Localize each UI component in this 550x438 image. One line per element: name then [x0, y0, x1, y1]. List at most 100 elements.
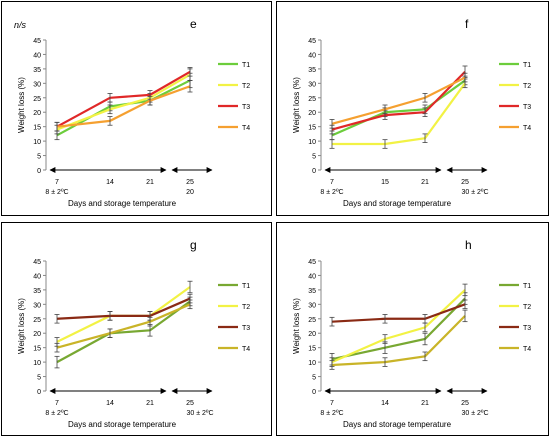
series-line [331, 303, 466, 323]
legend-label-t1: T1 [242, 62, 250, 69]
legend-label-t2: T2 [242, 83, 250, 90]
y-tick-label: 40 [33, 52, 41, 59]
series-line [56, 297, 191, 320]
series-line [56, 300, 191, 364]
y-tick-label: 25 [308, 96, 316, 103]
x-tick-label: 25 [186, 179, 194, 186]
y-tick-label: 15 [33, 346, 41, 353]
y-tick-label: 25 [308, 317, 316, 324]
y-tick-label: 20 [308, 110, 316, 117]
legend-label-t3: T3 [523, 325, 531, 332]
corner-note: n/s [14, 20, 27, 30]
series-t4 [54, 80, 193, 132]
y-tick-label: 45 [308, 259, 316, 266]
x-tick-label: 14 [381, 400, 389, 407]
y-tick-label: 45 [33, 259, 41, 266]
y-tick-label: 30 [308, 302, 316, 309]
x-tick-label: 15 [381, 179, 389, 186]
y-axis-label: Weight loss (%) [292, 298, 301, 354]
y-tick-label: 40 [33, 273, 41, 280]
series-line [331, 71, 466, 131]
y-tick-label: 35 [308, 288, 316, 295]
x-tick-label: 21 [146, 179, 154, 186]
legend-label-t2: T2 [523, 83, 531, 90]
series-t2 [329, 78, 468, 149]
legend-label-t4: T4 [242, 346, 250, 353]
legend-label-t4: T4 [523, 125, 531, 132]
series-t4 [329, 309, 468, 370]
chart-g: g 0 5 10 15 20 25 30 35 40 45 Weight loss (%) 7 14 21 2… [17, 238, 250, 429]
x-tick-label: 25 [186, 400, 194, 407]
x-tick-label: 7 [330, 400, 334, 407]
legend-label-t1: T1 [523, 62, 531, 69]
y-tick-label: 5 [312, 375, 316, 382]
series-line [331, 315, 466, 367]
temperature-label-warm: 20 [186, 189, 194, 196]
chart-f: f 0 5 10 15 20 25 30 35 40 45 Weight loss (%) 7 15 21 2… [292, 17, 531, 208]
y-tick-label: 10 [308, 139, 316, 146]
series-line [332, 82, 466, 146]
series-t3 [329, 299, 468, 327]
panel-label: f [465, 17, 469, 31]
y-tick-label: 20 [33, 110, 41, 117]
series-line [56, 73, 191, 131]
y-tick-label: 0 [37, 168, 41, 175]
panel-label: e [190, 17, 197, 31]
temperature-label-cold: 8 ± 2ºC [45, 189, 68, 196]
x-axis-label: Days and storage temperature [343, 199, 452, 208]
series-line [331, 297, 466, 361]
temperature-label-cold: 8 ± 2ºC [320, 189, 343, 196]
y-axis-label: Weight loss (%) [17, 298, 26, 354]
x-axis-label: Days and storage temperature [68, 199, 177, 208]
legend-label-t2: T2 [242, 304, 250, 311]
y-tick-label: 0 [37, 389, 41, 396]
y-tick-label: 40 [308, 273, 316, 280]
y-tick-label: 30 [308, 81, 316, 88]
x-tick-label: 14 [106, 179, 114, 186]
x-tick-label: 25 [461, 400, 469, 407]
temperature-label-warm: 30 ± 2ºC [461, 189, 488, 196]
legend-label-t1: T1 [242, 283, 250, 290]
series-line [331, 76, 466, 125]
legend-label-t4: T4 [523, 346, 531, 353]
y-tick-label: 0 [312, 389, 316, 396]
series-t4 [54, 299, 193, 353]
y-tick-label: 40 [308, 52, 316, 59]
temperature-label-cold: 8 ± 2ºC [45, 410, 68, 417]
y-axis-label: Weight loss (%) [17, 77, 26, 133]
y-tick-label: 5 [37, 154, 41, 161]
series-line [56, 303, 191, 349]
y-tick-label: 20 [308, 331, 316, 338]
chart-panel-h: h 0 5 10 15 20 25 30 35 40 45 Weight loss (%) 7 14 21 2… [276, 222, 549, 436]
y-tick-label: 45 [33, 38, 41, 45]
y-tick-label: 35 [308, 67, 316, 74]
panel-label: g [190, 238, 197, 252]
chart-panel-f: f 0 5 10 15 20 25 30 35 40 45 Weight loss (%) 7 15 21 2… [276, 1, 549, 216]
y-tick-label: 30 [33, 81, 41, 88]
y-tick-label: 25 [33, 317, 41, 324]
series-line [331, 289, 466, 364]
x-axis-label: Days and storage temperature [68, 420, 177, 429]
y-tick-label: 35 [33, 288, 41, 295]
legend-label-t2: T2 [523, 304, 531, 311]
series-t4 [329, 72, 468, 129]
panel-label: h [465, 238, 472, 252]
y-tick-label: 35 [33, 67, 41, 74]
temperature-label-warm: 30 ± 2ºC [186, 410, 213, 417]
chart-e: e n/s 0 5 10 15 20 25 30 35 40 45 Weight loss (%) 7 14… [14, 17, 250, 208]
y-tick-label: 15 [308, 346, 316, 353]
legend-label-t3: T3 [242, 325, 250, 332]
x-tick-label: 21 [421, 400, 429, 407]
legend-label-t1: T1 [523, 283, 531, 290]
series-line [56, 79, 191, 137]
y-tick-label: 20 [33, 331, 41, 338]
x-tick-label: 14 [106, 400, 114, 407]
y-tick-label: 10 [33, 360, 41, 367]
temperature-label-warm: 30 ± 2ºC [461, 410, 488, 417]
y-tick-label: 25 [33, 96, 41, 103]
chart-panel-e: e n/s 0 5 10 15 20 25 30 35 40 45 Weight loss (%) 7 14… [1, 1, 272, 216]
series-line [56, 70, 191, 128]
x-tick-label: 21 [421, 179, 429, 186]
y-axis-label: Weight loss (%) [292, 77, 301, 133]
x-tick-label: 21 [146, 400, 154, 407]
